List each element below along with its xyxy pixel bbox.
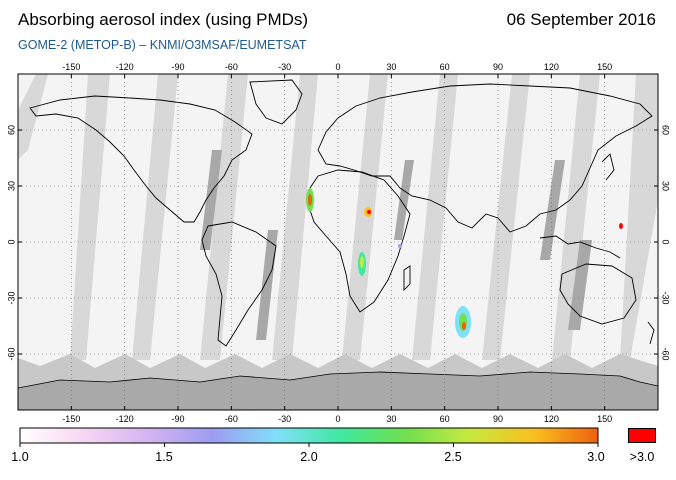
- lat-label-right: -30: [661, 291, 671, 304]
- lon-label-bottom: -90: [171, 414, 184, 424]
- north-america-outline: [29, 95, 253, 223]
- lat-label-right: -60: [661, 347, 671, 360]
- lon-label-bottom: -150: [62, 414, 80, 424]
- australia-outline: [559, 263, 637, 325]
- colorbar: [19, 427, 599, 444]
- lat-label-right: 60: [661, 125, 671, 135]
- colorbar-label-2-5: 2.5: [444, 450, 462, 464]
- lon-label-top: 120: [544, 62, 559, 72]
- indonesia-outline: [539, 235, 621, 259]
- lon-label-top: 60: [440, 62, 450, 72]
- lon-label-top: -150: [62, 62, 80, 72]
- lat-label-left: 60: [6, 125, 16, 135]
- lon-label-bottom: -60: [225, 414, 238, 424]
- graticule: [18, 74, 658, 410]
- lon-label-top: 0: [335, 62, 340, 72]
- colorbar-label-3-0: 3.0: [587, 450, 605, 464]
- new-zealand-outline: [647, 321, 655, 345]
- lon-label-bottom: -120: [116, 414, 134, 424]
- africa-outline: [307, 169, 411, 313]
- colorbar-label-1-0: 1.0: [11, 450, 29, 464]
- coastlines: [29, 79, 655, 347]
- lon-label-bottom: 30: [386, 414, 396, 424]
- colorbar-label-over: >3.0: [629, 450, 655, 464]
- lon-label-top: -90: [171, 62, 184, 72]
- greenland-outline: [249, 79, 303, 125]
- europe-asia-outline: [317, 83, 653, 233]
- lon-label-top: -30: [278, 62, 291, 72]
- lon-label-bottom: 90: [493, 414, 503, 424]
- map-subtitle: GOME-2 (METOP-B) – KNMI/O3MSAF/EUMETSAT: [18, 38, 307, 52]
- map-date: 06 September 2016: [506, 10, 656, 29]
- lon-label-bottom: 120: [544, 414, 559, 424]
- map-title: Absorbing aerosol index (using PMDs): [18, 10, 309, 29]
- lon-label-top: -120: [116, 62, 134, 72]
- lon-label-bottom: 150: [597, 414, 612, 424]
- lat-label-left: -30: [6, 291, 16, 304]
- lon-label-top: 150: [597, 62, 612, 72]
- lon-label-top: 30: [386, 62, 396, 72]
- colorbar-label-2-0: 2.0: [300, 450, 318, 464]
- madagascar-outline: [403, 265, 411, 292]
- lat-label-left: 30: [6, 181, 16, 191]
- lon-label-bottom: -30: [278, 414, 291, 424]
- lat-label-left: 0: [6, 239, 16, 244]
- colorbar-label-1-5: 1.5: [155, 450, 173, 464]
- lon-label-bottom: 0: [335, 414, 340, 424]
- lat-label-right: 30: [661, 181, 671, 191]
- lon-label-bottom: 60: [440, 414, 450, 424]
- lat-label-left: -60: [6, 347, 16, 360]
- lon-label-top: -60: [225, 62, 238, 72]
- swath-gaps-dark: [200, 150, 592, 340]
- lat-label-right: 0: [661, 239, 671, 244]
- aerosol-plumes: [306, 188, 623, 338]
- south-america-outline: [201, 221, 277, 347]
- swath-gaps: [18, 74, 658, 360]
- lon-label-top: 90: [493, 62, 503, 72]
- japan-outline: [601, 153, 615, 181]
- colorbar-over-swatch: [628, 428, 656, 443]
- tick-labels: -150 -150 -120 -120 -90 -90 -60 -60 -30 -30 0 0 30 30…: [6, 62, 670, 424]
- colorbar-ticks: [19, 443, 599, 447]
